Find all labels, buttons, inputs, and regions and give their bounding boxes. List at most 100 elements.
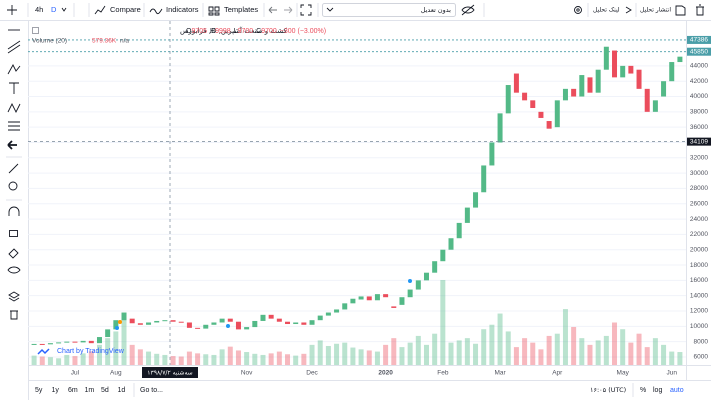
candle	[603, 46, 609, 70]
volume-bar	[415, 335, 421, 365]
event-marker[interactable]	[408, 279, 412, 283]
range-button[interactable]: 5y	[35, 387, 43, 394]
x-tick-label: May	[617, 370, 630, 377]
settings-button[interactable]	[574, 6, 582, 14]
candle	[456, 222, 462, 239]
watermark-logo	[37, 348, 50, 355]
zoom-tool[interactable]	[8, 181, 18, 191]
fullscreen-button[interactable]	[300, 4, 312, 16]
range-button[interactable]: 1y	[52, 387, 60, 394]
range-button[interactable]: 5d	[101, 387, 109, 394]
open-value: 9705	[191, 28, 207, 35]
event-marker[interactable]	[115, 326, 119, 330]
volume-bar	[669, 351, 675, 365]
publish-icon	[675, 5, 686, 16]
resolution-button[interactable]: D	[51, 5, 57, 14]
y-tick-label: 6000	[694, 354, 709, 361]
candle	[301, 322, 307, 325]
volume-bar	[88, 351, 94, 365]
remove-tool[interactable]	[10, 310, 18, 320]
candle	[268, 314, 274, 319]
range-button[interactable]: 1d	[118, 387, 126, 394]
candle	[415, 280, 421, 290]
range-button[interactable]: 6m	[68, 387, 78, 394]
candle	[448, 238, 454, 250]
low-label: L	[234, 28, 238, 35]
legend-collapse[interactable]	[32, 27, 39, 34]
open-label: O	[186, 28, 192, 35]
back-button[interactable]	[7, 140, 17, 150]
magnet-tool[interactable]	[8, 206, 20, 216]
volume-bar	[546, 335, 552, 365]
percent-toggle[interactable]: %	[640, 387, 646, 394]
candle	[530, 100, 536, 109]
hide-toggle[interactable]	[461, 4, 475, 16]
undo-button[interactable]	[268, 6, 277, 14]
volume-bar	[522, 338, 528, 365]
channel-tool[interactable]	[7, 40, 21, 54]
candle	[80, 340, 86, 343]
bottom-bar: Go to... ۱۶:۰۵ (UTC) % log auto 5y 1y 6m 1m…	[35, 383, 684, 397]
text-tool[interactable]	[9, 82, 19, 94]
x-tick-label: Jun	[666, 370, 677, 377]
volume-bar	[562, 309, 568, 365]
resolution-dropdown[interactable]	[61, 7, 67, 12]
legend: کشت و صنعت آشپرین, D, فرابورس O9705 H9998…	[32, 26, 326, 45]
publish-button[interactable]: انتشار تحلیل	[640, 7, 671, 14]
log-toggle[interactable]: log	[653, 387, 662, 394]
volume-bar	[64, 354, 70, 365]
volume-bar	[252, 353, 258, 365]
event-marker[interactable]	[118, 320, 122, 324]
candle	[203, 324, 209, 329]
high-value: 9998	[215, 28, 231, 35]
volume-bar	[374, 351, 380, 365]
timezone[interactable]: ۱۶:۰۵ (UTC)	[590, 386, 626, 394]
layers-tool[interactable]	[8, 291, 20, 302]
indicators-button[interactable]: Indicators	[166, 5, 199, 14]
goto-button[interactable]: Go to...	[140, 387, 163, 394]
hide-drawings-tool[interactable]	[8, 248, 19, 259]
top-toolbar: 4h D Compare Indicators Templates بدون ت…	[7, 3, 704, 17]
visibility-tool[interactable]	[7, 266, 21, 274]
y-tick-label: 8000	[694, 338, 709, 345]
share-link-button[interactable]: لینک تحلیل	[593, 7, 620, 14]
candle	[186, 322, 192, 328]
range-button[interactable]: 1m	[85, 387, 95, 394]
volume-bar	[473, 343, 479, 365]
share-icon	[625, 6, 632, 14]
candle	[522, 92, 528, 101]
candle	[489, 142, 495, 166]
redo-button[interactable]	[284, 6, 293, 14]
volume-bar	[129, 344, 135, 365]
x-tick-label: Apr	[552, 370, 563, 377]
symbol-title: کشت و صنعت آشپرین, D, فرابورس	[180, 26, 287, 35]
volume-bar	[317, 340, 323, 365]
compare-button[interactable]: Compare	[110, 5, 141, 14]
ruler-tool[interactable]	[8, 163, 19, 174]
auto-toggle[interactable]: auto	[670, 387, 684, 394]
candle	[178, 321, 184, 323]
pattern-tool[interactable]	[7, 102, 21, 114]
volume-bar	[497, 313, 503, 365]
adjustment-select[interactable]	[322, 3, 456, 17]
candle	[227, 318, 233, 322]
volume-bar	[260, 354, 266, 365]
brush-tool[interactable]	[7, 64, 21, 75]
event-marker[interactable]	[226, 324, 230, 328]
y-tick-label: 16000	[690, 277, 708, 284]
y-tick-label: 28000	[690, 185, 708, 192]
fib-tool[interactable]	[8, 121, 20, 131]
volume-bar	[513, 347, 519, 365]
crosshair-tool[interactable]	[7, 5, 17, 15]
candle	[652, 100, 658, 112]
x-tick-label: Dec	[306, 370, 318, 377]
y-tick-label: 24000	[690, 216, 708, 223]
lock-tool[interactable]	[9, 230, 18, 237]
volume-bar	[661, 344, 667, 365]
interval-button[interactable]: 4h	[35, 5, 43, 14]
delete-button[interactable]	[696, 4, 704, 16]
candle	[211, 322, 217, 325]
templates-button[interactable]: Templates	[224, 5, 258, 14]
y-tick-label: 42000	[690, 78, 708, 85]
